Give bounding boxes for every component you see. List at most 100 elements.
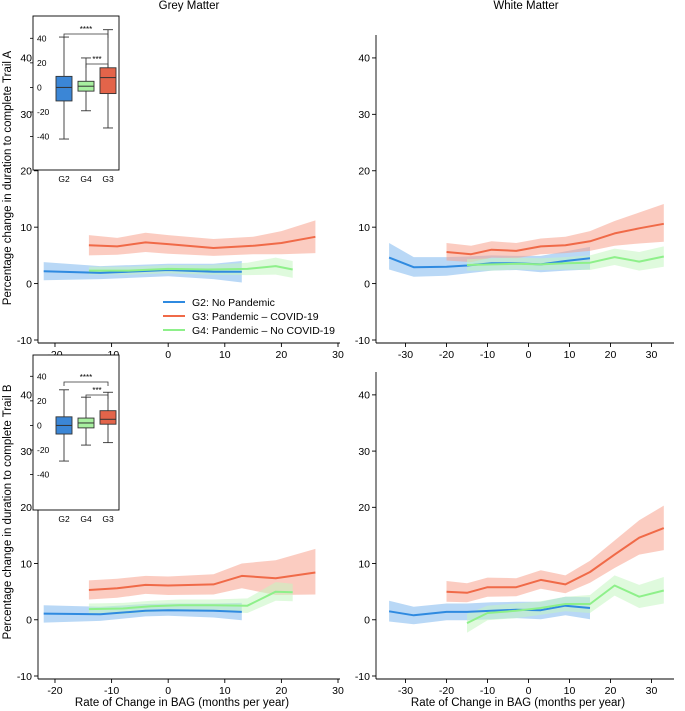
box-g2 xyxy=(55,75,73,102)
inset-x-tick-label: G2 xyxy=(58,174,70,184)
series-line-g2 xyxy=(43,269,242,274)
y-tick-label: 10 xyxy=(358,222,370,234)
y-tick-label: 0 xyxy=(26,615,32,627)
series-line-g4 xyxy=(466,255,665,266)
legend-label-g3: G3: Pandemic – COVID-19 xyxy=(192,311,319,323)
x-tick-label: 30 xyxy=(646,349,658,361)
series-line-g4 xyxy=(466,584,665,624)
inset-x-tick-label: G4 xyxy=(80,174,92,184)
y-tick-label: 20 xyxy=(20,166,32,178)
x-tick-label: -20 xyxy=(47,685,62,697)
series-line-g3 xyxy=(446,527,665,594)
y-tick-label: -10 xyxy=(17,335,32,347)
y-tick-label: 30 xyxy=(358,446,370,458)
x-tick-label: 10 xyxy=(219,685,231,697)
ci-band-g3 xyxy=(88,220,316,256)
x-tick-label: -10 xyxy=(480,685,495,697)
significance-label: *** xyxy=(92,55,101,64)
y-tick-label: 20 xyxy=(358,166,370,178)
y-tick-label: 40 xyxy=(20,390,32,402)
y-tick-label: -10 xyxy=(355,335,370,347)
y-tick-label: 40 xyxy=(358,390,370,402)
legend: G2: No Pandemic G3: Pandemic – COVID-19 … xyxy=(163,297,335,337)
inset-x-tick-label: G3 xyxy=(102,174,114,184)
x-tick-label: -30 xyxy=(398,685,413,697)
ci-band-g3 xyxy=(446,204,664,263)
y-tick-label: 10 xyxy=(20,558,32,570)
x-tick-label: 0 xyxy=(526,349,532,361)
y-tick-label: 40 xyxy=(358,53,370,65)
y-tick-label: 30 xyxy=(20,109,32,121)
inset-y-tick-label: -20 xyxy=(37,445,50,455)
x-tick-label: 20 xyxy=(276,685,288,697)
box-g3 xyxy=(99,410,117,425)
inset-y-tick-label: 0 xyxy=(37,82,42,92)
x-tick-label: 20 xyxy=(276,349,288,361)
significance-label: **** xyxy=(80,25,92,34)
xlabel-right: Rate of Change in BAG (months per year) xyxy=(411,697,625,709)
inset-frame xyxy=(32,354,120,511)
ci-band-g3 xyxy=(446,505,664,603)
inset-x-tick-label: G4 xyxy=(80,514,92,524)
panel-grey-matter-trail-b: -10 0 10 20 30 40 -20 -10 0 10 20 30 -40 -20 0 20 40 G2 G4… xyxy=(17,354,344,697)
y-tick-label: 20 xyxy=(20,502,32,514)
y-tick-label: 0 xyxy=(364,615,370,627)
ylabel-trail-a: Percentage change in duration to complet… xyxy=(2,50,14,305)
x-tick-label: 30 xyxy=(332,685,344,697)
x-tick-label: 20 xyxy=(605,685,617,697)
y-tick-label: 30 xyxy=(358,109,370,121)
ci-band-g4 xyxy=(88,257,293,278)
inset-x-tick-label: G3 xyxy=(102,514,114,524)
series-line-g2 xyxy=(388,604,591,617)
x-tick-label: -10 xyxy=(104,685,119,697)
series-line-g2 xyxy=(43,609,242,616)
x-tick-label: 20 xyxy=(605,349,617,361)
x-tick-label: -30 xyxy=(398,349,413,361)
x-tick-label: 10 xyxy=(564,349,576,361)
y-tick-label: 30 xyxy=(20,446,32,458)
inset-y-tick-label: 40 xyxy=(37,33,47,43)
y-tick-label: 10 xyxy=(358,558,370,570)
x-tick-label: -10 xyxy=(480,349,495,361)
ci-band-g3 xyxy=(88,548,316,600)
series-line-g2 xyxy=(388,256,591,269)
box-g3 xyxy=(99,67,117,95)
x-tick-label: -20 xyxy=(439,685,454,697)
y-tick-label: 20 xyxy=(358,502,370,514)
x-tick-label: 10 xyxy=(219,349,231,361)
panel-grey-matter-trail-a: -10010203040-20-100102030-40-2002040G2G4… xyxy=(17,15,344,361)
x-tick-label: 30 xyxy=(332,349,344,361)
significance-label: *** xyxy=(92,386,101,395)
x-tick-label: 0 xyxy=(165,685,171,697)
inset-y-tick-label: 40 xyxy=(37,371,47,381)
significance-bracket xyxy=(63,33,109,38)
series-line-g4 xyxy=(88,265,293,272)
inset-y-tick-label: 0 xyxy=(37,420,42,430)
x-tick-label: 30 xyxy=(646,685,658,697)
inset-x-tick-label: G2 xyxy=(58,514,70,524)
x-tick-label: 0 xyxy=(165,349,171,361)
inset-y-tick-label: 20 xyxy=(37,58,47,68)
panel-white-matter-trail-a: -10 0 10 20 30 40 -30 -20 -10 0 10 20 30 xyxy=(355,35,674,361)
ylabel-trail-b: Percentage change in duration to complet… xyxy=(2,384,14,639)
inset-y-tick-label: -40 xyxy=(37,470,50,480)
title-grey-matter: Grey Matter xyxy=(159,0,220,12)
inset-y-tick-label: 20 xyxy=(37,396,47,406)
inset-y-tick-label: -40 xyxy=(37,132,50,142)
legend-label-g4: G4: Pandemic – No COVID-19 xyxy=(192,325,335,337)
series-line-g3 xyxy=(88,571,316,591)
significance-bracket xyxy=(85,63,109,68)
y-tick-label: -10 xyxy=(17,671,32,683)
legend-label-g2: G2: No Pandemic xyxy=(192,297,275,309)
y-tick-label: -10 xyxy=(355,671,370,683)
significance-bracket xyxy=(63,381,109,386)
x-tick-label: -20 xyxy=(439,349,454,361)
x-tick-label: 0 xyxy=(526,685,532,697)
x-tick-label: 10 xyxy=(564,685,576,697)
title-white-matter: White Matter xyxy=(493,0,558,12)
series-line-g4 xyxy=(88,590,293,611)
significance-bracket xyxy=(85,394,109,399)
